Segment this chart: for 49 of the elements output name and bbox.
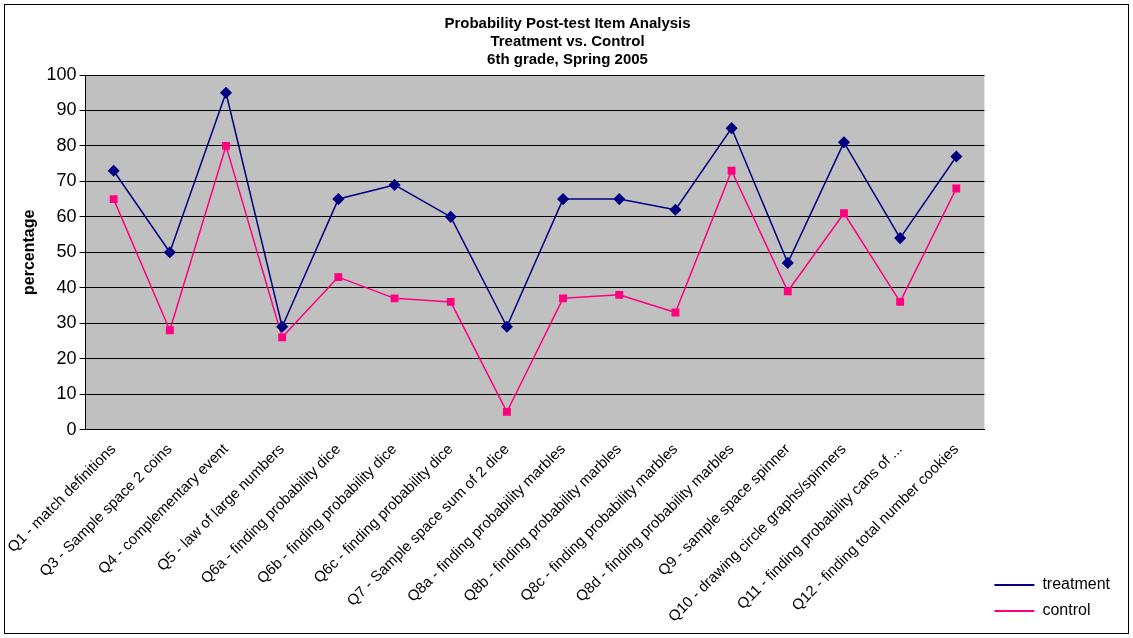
point [220, 86, 232, 99]
y-tick-label: 60 [56, 205, 77, 226]
point [782, 257, 794, 269]
point [725, 122, 738, 134]
y-tick-label: 50 [56, 241, 77, 262]
y-tick-label: 90 [56, 99, 77, 120]
text: 6th grade, Spring 2005 [487, 50, 648, 68]
point [165, 326, 174, 335]
point [783, 287, 792, 296]
point [669, 203, 682, 216]
legend-label: treatment [1042, 575, 1111, 593]
point [615, 290, 624, 299]
point [613, 193, 625, 205]
text: Probability Post-test Item Analysis [444, 14, 691, 32]
point [222, 141, 230, 150]
point [840, 209, 848, 218]
point [444, 211, 457, 223]
y-tick-label: 40 [56, 276, 77, 297]
point [390, 294, 399, 303]
point [896, 297, 905, 306]
point [446, 297, 455, 306]
point [671, 308, 680, 317]
y-tick-label: 70 [56, 170, 77, 191]
point [388, 179, 401, 191]
text: Treatment vs. Control [490, 32, 645, 50]
point [559, 294, 568, 303]
legend-label: control [1042, 601, 1091, 619]
point [334, 273, 343, 282]
point [952, 184, 961, 193]
point [502, 407, 511, 416]
point [164, 246, 176, 259]
y-tick-label: 80 [56, 134, 77, 155]
y-tick-label: 10 [56, 383, 77, 404]
point [278, 333, 287, 342]
point [107, 164, 120, 177]
y-tick-label: 0 [66, 418, 77, 439]
point [894, 232, 906, 244]
point [557, 193, 569, 205]
point [838, 136, 850, 149]
point [332, 193, 345, 205]
point [727, 166, 736, 175]
point [276, 320, 288, 333]
y-axis-title: percentage [20, 209, 38, 295]
point [501, 320, 513, 333]
point [950, 150, 963, 163]
point [109, 195, 118, 204]
y-tick-label: 30 [56, 312, 77, 333]
y-tick-label: 20 [56, 347, 77, 368]
y-tick-label: 100 [46, 63, 77, 84]
